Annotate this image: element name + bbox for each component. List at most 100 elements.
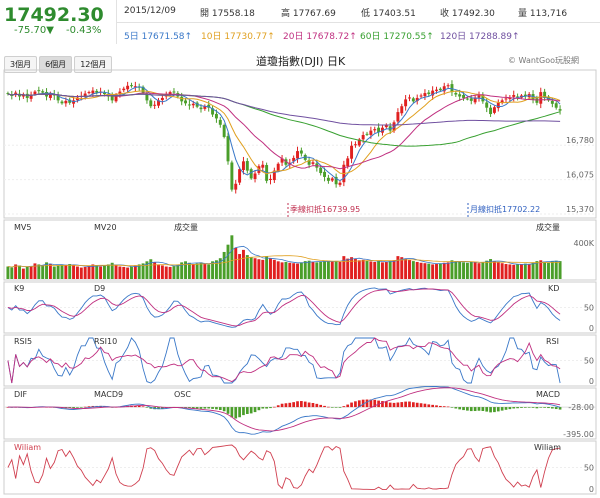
volume-mv5-label: MV5 [14, 223, 31, 232]
volume-bar [249, 257, 253, 279]
macd-osc-bar [269, 407, 272, 409]
volume-bar [253, 258, 257, 279]
candle-body [130, 85, 133, 87]
macd-osc-bar [558, 407, 562, 410]
volume-bar [469, 261, 473, 279]
candle-body [157, 100, 160, 106]
volume-bar [157, 264, 160, 279]
macd-osc-bar [450, 407, 454, 408]
macd-osc-bar [500, 407, 504, 411]
candle-body [477, 95, 481, 98]
macd-osc-bar [242, 407, 245, 416]
volume-bar [492, 261, 496, 279]
rsi-label-right: RSI [546, 337, 559, 346]
volume-bar [330, 261, 334, 279]
macd-osc-bar [141, 406, 145, 408]
volume-bar [292, 263, 296, 279]
macd-tick-high: -28.00 [568, 403, 594, 412]
volume-bar [489, 259, 493, 279]
williams-label-right: Wiliam [534, 443, 561, 452]
candle-body [558, 109, 562, 111]
volume-bar [353, 259, 357, 279]
macd-signal-line [7, 387, 561, 432]
candle-body [369, 130, 373, 135]
macd-osc-bar [423, 403, 427, 408]
macd-osc-bar [550, 407, 554, 409]
macd-dif-line [7, 386, 561, 435]
candle-body [523, 94, 527, 96]
macd-osc-bar [547, 407, 550, 409]
ma120-value: 120日 17288.89↑ [440, 32, 520, 42]
volume-bar [60, 264, 64, 279]
macd-osc-bar [431, 404, 435, 408]
macd-osc-bar [357, 400, 361, 408]
macd-osc-bar [323, 405, 326, 408]
volume-bar [195, 263, 199, 279]
volume-bar [257, 259, 261, 279]
volume-bar [392, 260, 396, 279]
macd-osc-bar [211, 407, 214, 409]
volume-bar [442, 262, 446, 279]
macd-osc-bar [485, 407, 489, 412]
volume-bar [184, 261, 188, 279]
macd-osc-bar [245, 407, 249, 414]
candle-body [145, 93, 149, 101]
tab-3-months[interactable]: 3個月 [4, 56, 38, 73]
volume-bar [137, 264, 141, 279]
volume-bar [114, 265, 118, 279]
tab-12-months[interactable]: 12個月 [74, 56, 113, 73]
candle-body [446, 85, 450, 87]
rsi10-line [7, 337, 561, 384]
volume-bar [408, 259, 411, 279]
candle-body [214, 113, 218, 119]
candle-body [423, 93, 427, 97]
tab-6-months[interactable]: 6個月 [39, 56, 73, 73]
volume-bar [207, 264, 211, 279]
candle-body [438, 88, 442, 91]
candle-body [311, 162, 315, 164]
kd-d-line [7, 288, 561, 327]
candle-body [489, 107, 493, 115]
volume-bar [37, 264, 41, 279]
macd-label-right: MACD [536, 390, 560, 399]
volume-bar [122, 266, 126, 279]
volume-bar [357, 260, 361, 279]
price-change: -75.70▼ [14, 25, 54, 36]
candle-body [230, 162, 234, 190]
volume-bar [369, 261, 373, 279]
volume-bar [450, 260, 454, 279]
price-tick-label: 16,075 [566, 171, 594, 180]
macd-osc-bar [226, 407, 230, 414]
macd-osc-bar [338, 407, 342, 408]
volume-bar [75, 266, 79, 279]
volume-bar [172, 266, 176, 279]
candle-body [323, 171, 327, 177]
volume-bar [504, 264, 508, 279]
volume-bar [176, 264, 180, 279]
volume-bar [10, 267, 14, 279]
indicator-tick-low: 0 [589, 324, 594, 333]
kd-label-right: KD [548, 284, 559, 293]
volume-bar [303, 261, 307, 279]
macd-osc-bar [292, 402, 296, 408]
price-change-pct: -0.43% [66, 25, 102, 36]
candle-body [187, 104, 191, 106]
candle-body [126, 85, 130, 90]
volume-bar [187, 262, 191, 279]
macd-osc-bar [288, 402, 292, 408]
volume-bar [95, 265, 99, 279]
macd-osc-bar [203, 407, 207, 409]
macd-osc-bar [392, 402, 396, 408]
quote-date: 2015/12/09 [124, 6, 176, 16]
volume-bar [427, 263, 431, 279]
candle-body [199, 107, 203, 110]
macd-osc-bar [218, 407, 222, 410]
candle-body [508, 97, 512, 100]
macd-osc-bar [284, 403, 288, 408]
volume-bar [435, 264, 438, 279]
volume-bar [519, 264, 523, 279]
candle-body [473, 97, 477, 103]
candle-body [249, 169, 253, 179]
season-offset-label: 季線扣抵16739.95 [290, 204, 360, 214]
macd-osc-bar [230, 407, 234, 418]
